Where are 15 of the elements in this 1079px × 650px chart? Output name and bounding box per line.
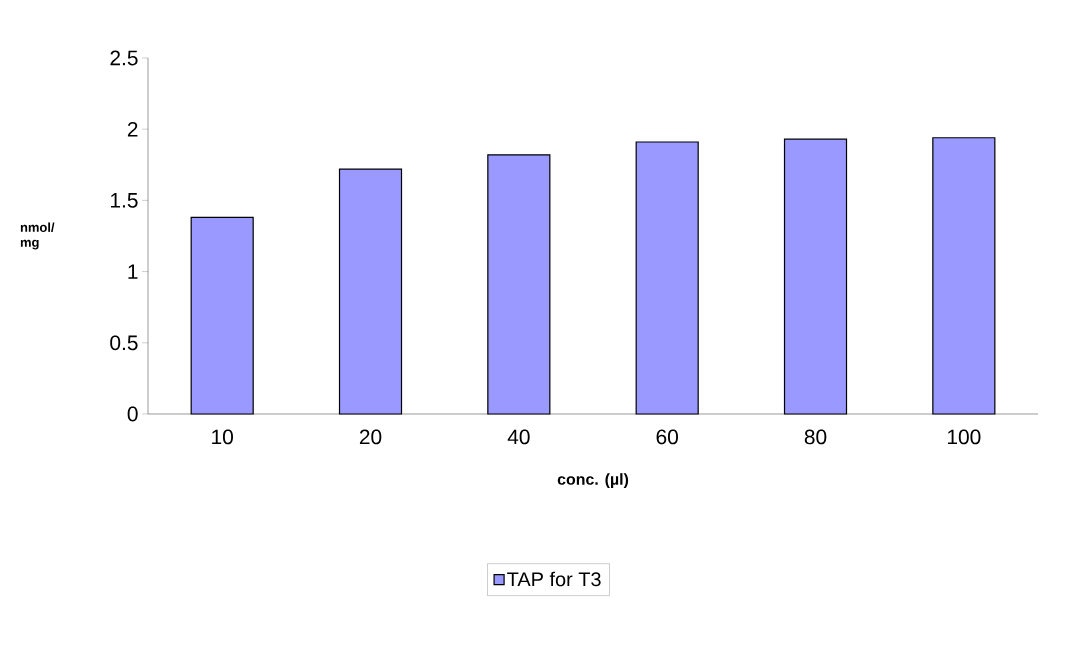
x-tick-label: 10	[212, 429, 233, 445]
y-tick-label: 1	[128, 264, 138, 279]
x-axis-title: conc. (µl)	[557, 473, 629, 489]
y-tick-label: 1.5	[111, 193, 138, 208]
x-tick-label: 40	[507, 429, 530, 445]
y-axis-title: nmol/ mg	[20, 222, 55, 250]
x-tick-label: 60	[656, 429, 678, 445]
y-tick-label: 0	[127, 406, 138, 422]
legend-label: TAP for T3	[507, 571, 601, 587]
x-tick-label: 80	[804, 429, 827, 445]
y-tick-label: 0.5	[110, 335, 138, 351]
y-tick-label: 2.5	[110, 50, 138, 66]
x-tick-label: 20	[359, 429, 382, 445]
x-tick-label: 100	[947, 429, 981, 445]
y-tick-label: 2	[127, 121, 138, 137]
